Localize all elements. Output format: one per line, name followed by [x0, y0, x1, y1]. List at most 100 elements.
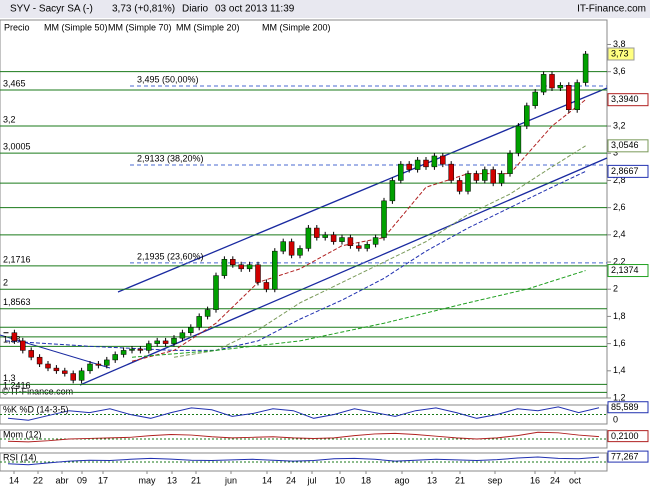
- fib-label: 2,1935 (23,60%): [137, 251, 204, 261]
- legend-entry: MM (Simple 20): [176, 22, 240, 32]
- level-label: 1,3: [3, 373, 16, 383]
- x-tick-label: oct: [569, 475, 582, 485]
- candle: [574, 82, 580, 110]
- x-tick-label: jul: [306, 475, 316, 485]
- candle: [540, 74, 547, 93]
- chart-title: SYV - Sacyr SA (-): [10, 4, 93, 15]
- candle: [162, 340, 169, 344]
- indicator-value: 77,267: [611, 451, 639, 461]
- candle: [490, 169, 496, 184]
- legend-entry: MM (Simple 50): [44, 22, 108, 32]
- candle: [120, 350, 127, 355]
- candle: [104, 359, 110, 366]
- y-tick-label: 2,4: [613, 229, 626, 239]
- candle: [381, 200, 387, 238]
- last-price-label: 3,73: [611, 48, 629, 58]
- x-tick-label: 17: [98, 475, 108, 485]
- indicator-name: RSI (14): [3, 452, 37, 462]
- level-label: 2,1716: [3, 254, 31, 264]
- level-label: 2: [3, 278, 8, 288]
- candle: [238, 264, 244, 270]
- candle: [330, 234, 337, 242]
- watermark: © IT-Finance.com: [2, 386, 73, 396]
- candle: [263, 282, 270, 290]
- x-tick-label: jun: [224, 475, 237, 485]
- candle: [473, 173, 480, 181]
- moving-average: [131, 270, 586, 358]
- x-tick-label: 10: [335, 475, 345, 485]
- indicator-frame: [0, 429, 608, 449]
- candle: [482, 169, 488, 181]
- x-tick-label: 14: [262, 475, 272, 485]
- indicator-line: [7, 431, 600, 443]
- fib-label: 3,495 (50,00%): [137, 74, 199, 84]
- candle: [305, 227, 312, 249]
- candle: [532, 91, 538, 106]
- candle: [465, 173, 471, 192]
- fib-label: 2,9133 (38,20%): [137, 153, 204, 163]
- candle: [431, 155, 438, 168]
- candle: [95, 363, 102, 366]
- legend-entry: MM (Simple 70): [108, 22, 172, 32]
- candle: [272, 250, 278, 290]
- candle: [339, 237, 345, 242]
- indicator-name: %K %D (14-3-5): [3, 404, 69, 414]
- x-tick-label: 13: [427, 475, 437, 485]
- x-tick-label: 09: [77, 475, 87, 485]
- last-value-box: [607, 139, 649, 153]
- last-value-box: [607, 164, 649, 178]
- candle: [36, 356, 43, 365]
- candle: [549, 74, 555, 89]
- candle: [45, 363, 51, 369]
- candle: [398, 163, 404, 181]
- candle: [456, 180, 463, 192]
- candle: [280, 241, 286, 252]
- y-tick-label: 1,8: [613, 311, 626, 321]
- x-tick-label: 24: [286, 475, 296, 485]
- moving-average: [173, 145, 586, 358]
- candle: [20, 340, 26, 351]
- candle: [230, 259, 236, 265]
- indicator-value-box: [607, 401, 649, 414]
- last-value-box: [607, 93, 649, 107]
- candle: [87, 363, 93, 372]
- candle: [582, 53, 589, 83]
- candle: [322, 234, 328, 238]
- candle: [314, 227, 320, 238]
- level-label: 1,2416: [3, 381, 31, 391]
- y-tick-label: 2: [613, 284, 618, 294]
- candle: [137, 348, 144, 351]
- candle: [524, 105, 530, 127]
- indicator-line: [7, 456, 600, 466]
- last-value-label: 3,0546: [611, 140, 639, 150]
- candle: [498, 173, 505, 184]
- y-tick-label: 2,2: [613, 256, 626, 266]
- candle: [414, 159, 421, 170]
- y-tick-label: 2,6: [613, 202, 626, 212]
- x-tick-label: sep: [488, 475, 503, 485]
- x-tick-label: 22: [33, 475, 43, 485]
- indicator-line: [7, 406, 600, 421]
- x-tick-label: 21: [455, 475, 465, 485]
- candle: [179, 332, 186, 339]
- candle: [154, 340, 160, 344]
- candle: [246, 264, 253, 270]
- indicator-tick-label: 0: [613, 414, 618, 424]
- candle: [364, 244, 370, 249]
- brand: IT-Finance.com: [577, 4, 646, 15]
- candle: [221, 259, 228, 276]
- trend-channel-lower: [79, 157, 608, 386]
- level-label: 3,0005: [3, 142, 31, 152]
- header-bar: [0, 0, 650, 18]
- x-tick-label: abr: [55, 475, 68, 485]
- level-label: 3,2: [3, 114, 16, 124]
- quote: 3,73 (+0,81%): [112, 4, 175, 15]
- x-tick-label: 24: [550, 475, 560, 485]
- legend-price: Precio: [4, 22, 30, 32]
- plot-frame: [0, 19, 608, 399]
- period: Diario: [182, 4, 209, 15]
- y-tick-label: 3,2: [613, 120, 626, 130]
- candle: [347, 237, 354, 246]
- candle: [146, 343, 152, 351]
- indicator-value-box: [607, 450, 649, 463]
